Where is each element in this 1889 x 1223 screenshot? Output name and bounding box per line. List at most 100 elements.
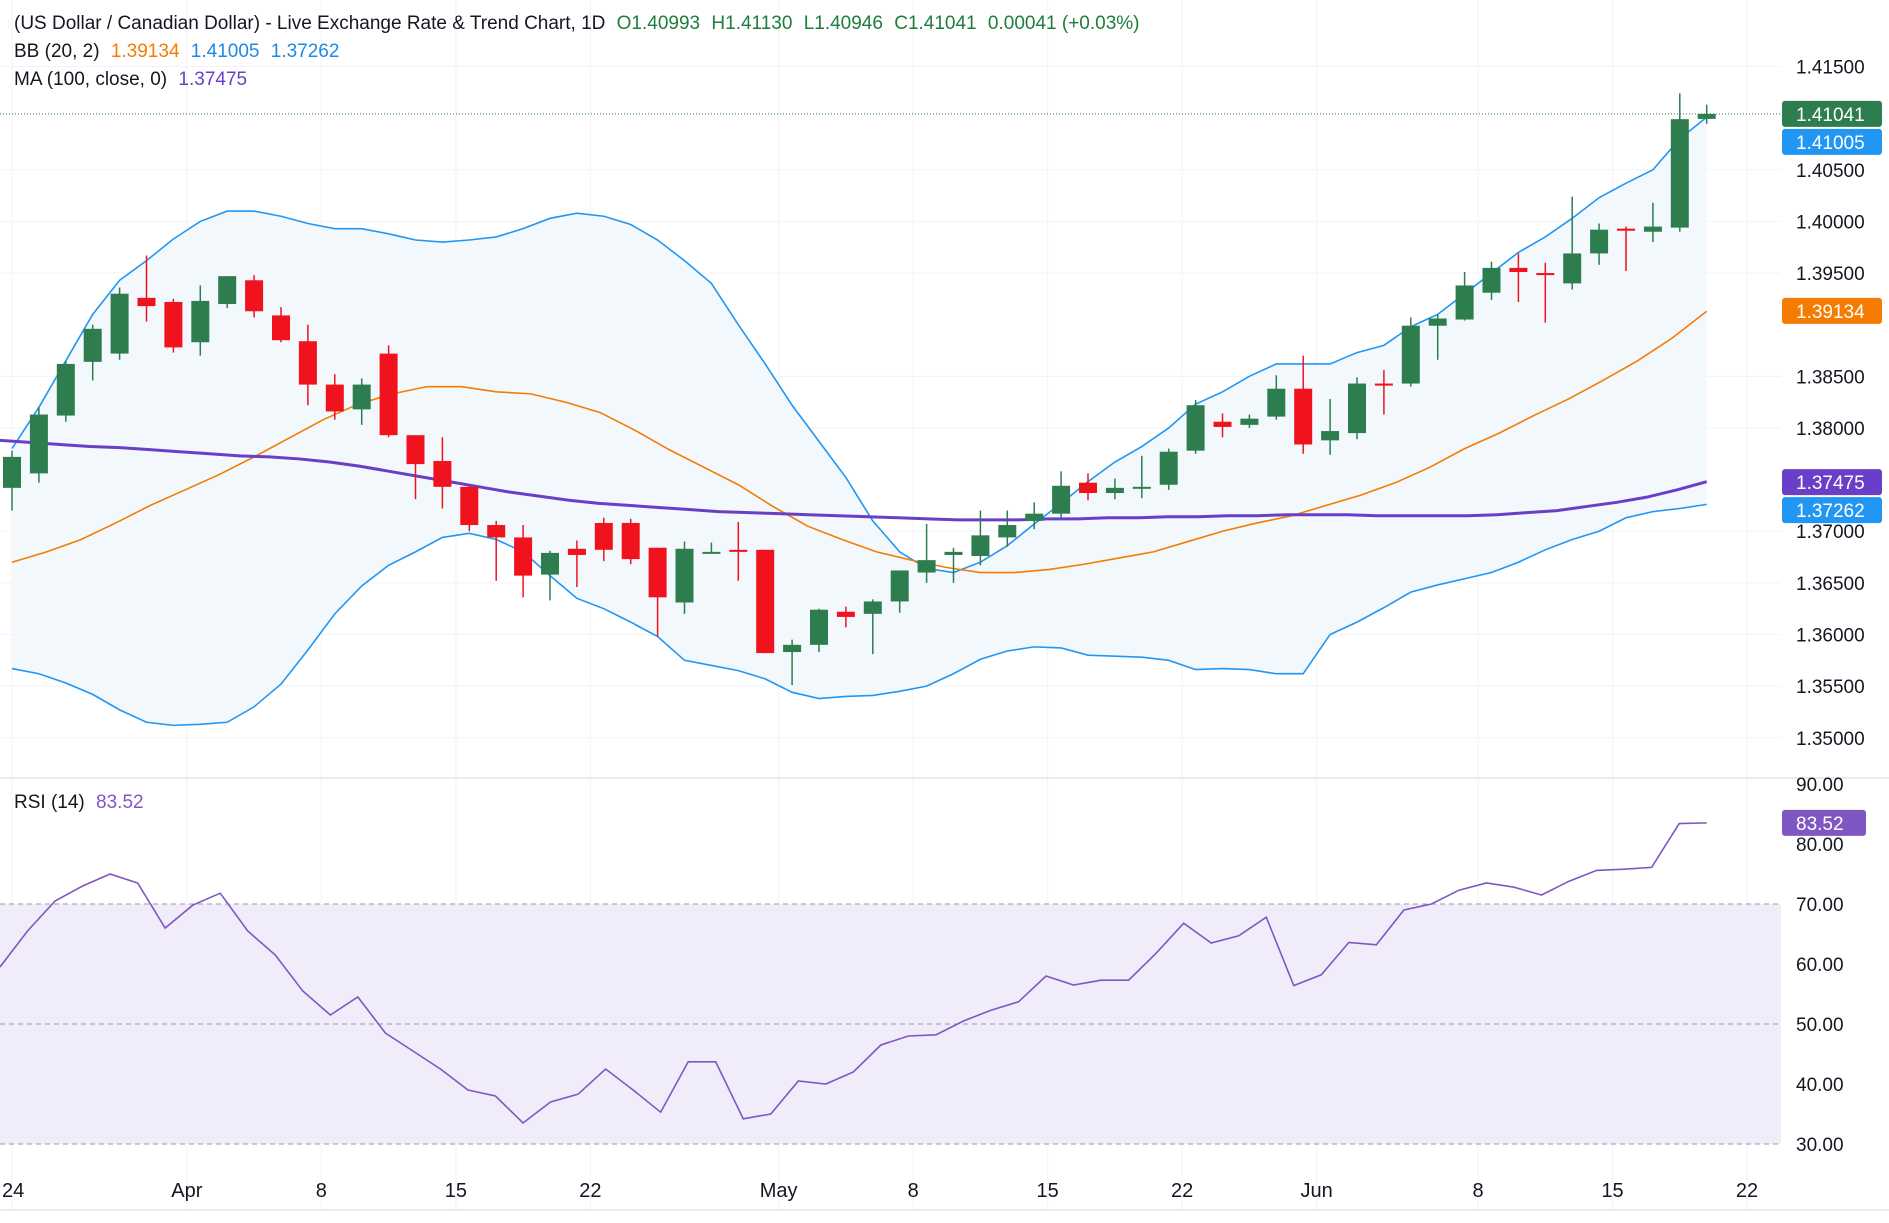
candle-body <box>810 609 828 645</box>
candle-body <box>352 384 371 410</box>
price-tick-label: 1.36000 <box>1796 625 1865 646</box>
price-tick-label: 1.35000 <box>1796 729 1865 750</box>
candle-body <box>1455 285 1474 320</box>
candle-body <box>621 522 640 560</box>
candle-body <box>379 353 398 436</box>
bb-basis-line <box>11 310 1708 574</box>
rsi-legend: RSI (14) 83.52 <box>14 792 150 814</box>
candle-body <box>836 611 855 617</box>
rsi-tick-label: 70.00 <box>1796 895 1844 916</box>
rsi-tag-label: 83.52 <box>1796 814 1844 835</box>
bb-upper-value: 1.41005 <box>190 41 260 62</box>
price-tag-ma <box>1782 469 1882 496</box>
price-tag-bb_basis <box>1782 297 1882 324</box>
candle-body <box>1509 267 1528 273</box>
candle-body <box>541 552 559 575</box>
candle-body <box>1025 513 1044 521</box>
price-tick-label: 1.38000 <box>1796 419 1865 440</box>
price-tick-label: 1.40000 <box>1796 212 1865 233</box>
rsi-band-fill <box>0 904 1781 1144</box>
candle-body <box>218 276 237 305</box>
date-tick-label: 15 <box>445 1180 467 1202</box>
change-value: 0.00041 (+0.03%) <box>987 13 1140 34</box>
candle-body <box>998 525 1017 538</box>
candle-body <box>971 535 990 557</box>
candle-body <box>1563 253 1582 284</box>
price-tick-label: 1.35500 <box>1796 677 1865 698</box>
header-legend: (US Dollar / Canadian Dollar) - Live Exc… <box>14 13 1146 35</box>
candle-body <box>1697 113 1716 119</box>
date-tick-label: 8 <box>316 1180 327 1202</box>
candle-body <box>164 301 183 348</box>
candle-body <box>863 601 882 614</box>
candle-body <box>1159 451 1178 485</box>
price-tags: 1.41041 1.41005 1.39134 1.37475 1.37262 83.52 <box>1782 100 1882 836</box>
date-tick-label: 24 <box>2 1180 24 1202</box>
candle-body <box>1240 418 1259 425</box>
candle-body <box>783 644 802 653</box>
date-tick-label: 22 <box>1736 1180 1758 1202</box>
candle-body <box>944 551 963 555</box>
open-value: O1.40993 <box>616 13 701 34</box>
candle-body <box>1052 485 1071 514</box>
price-tag-bb_lower <box>1782 497 1882 524</box>
candle-body <box>675 548 694 603</box>
rsi-tick-label: 80.00 <box>1796 835 1844 856</box>
candle-body <box>1294 388 1313 445</box>
candle-body <box>3 456 21 488</box>
candle-body <box>191 300 210 343</box>
candle-body <box>29 414 48 474</box>
date-tick-label: 8 <box>1472 1180 1483 1202</box>
bb-label: BB (20, 2) <box>14 41 100 62</box>
candle-body <box>1079 482 1097 494</box>
moving-average <box>0 438 1708 522</box>
date-tick-label: 15 <box>1601 1180 1623 1202</box>
candle-body <box>1617 228 1635 231</box>
candle-body <box>514 537 533 576</box>
date-tick-label: May <box>760 1180 798 1202</box>
candle-body <box>433 461 452 487</box>
price-tag-label: 1.41005 <box>1796 133 1865 154</box>
close-value: C1.41041 <box>894 13 977 34</box>
date-tick-label: 15 <box>1037 1180 1059 1202</box>
low-value: L1.40946 <box>803 13 883 34</box>
price-tag-label: 1.39134 <box>1796 302 1865 323</box>
candle-body <box>917 560 936 573</box>
rsi-tick-label: 50.00 <box>1796 1015 1844 1036</box>
candle-body <box>460 486 479 526</box>
candle-body <box>1321 431 1340 441</box>
candle-body <box>1267 388 1286 417</box>
price-tick-label: 1.41500 <box>1796 58 1865 79</box>
price-tag-label: 1.37262 <box>1796 501 1865 522</box>
time-axis: 24 Apr 8 15 22 May 8 15 22 Jun 8 15 22 <box>2 1180 1758 1202</box>
candle-body <box>56 363 75 416</box>
date-tick-label: 22 <box>1171 1180 1193 1202</box>
high-value: H1.41130 <box>711 13 793 34</box>
candle-body <box>1105 487 1124 494</box>
ma-label: MA (100, close, 0) <box>14 69 168 90</box>
ma-line <box>0 438 1708 522</box>
rsi-price-tag <box>1782 809 1866 836</box>
candle-body <box>890 570 909 602</box>
price-tag-bb_upper <box>1782 128 1882 155</box>
bb-upper-line <box>11 116 1708 574</box>
date-tick-label: 8 <box>908 1180 919 1202</box>
candle-body <box>83 328 102 362</box>
candle-body <box>110 293 129 354</box>
price-tag-close <box>1782 100 1882 127</box>
rsi-tick-label: 60.00 <box>1796 955 1844 976</box>
price-tick-label: 1.39500 <box>1796 264 1865 285</box>
candle-body <box>487 525 506 538</box>
price-axis: 1.41500 1.40500 1.40000 1.39500 1.38500 1.380… <box>1796 58 1865 1156</box>
rsi-label: RSI (14) <box>14 792 85 813</box>
candle-body <box>1186 405 1205 451</box>
rsi-tick-label: 40.00 <box>1796 1075 1844 1096</box>
ma-legend: MA (100, close, 0) 1.37475 <box>14 69 253 91</box>
price-tag-label: 1.41041 <box>1796 105 1865 126</box>
date-tick-label: Jun <box>1301 1180 1333 1202</box>
bb-basis-value: 1.39134 <box>110 41 180 62</box>
bollinger-bands <box>11 116 1708 727</box>
candle-body <box>1132 486 1151 489</box>
candle-body <box>1401 325 1420 384</box>
